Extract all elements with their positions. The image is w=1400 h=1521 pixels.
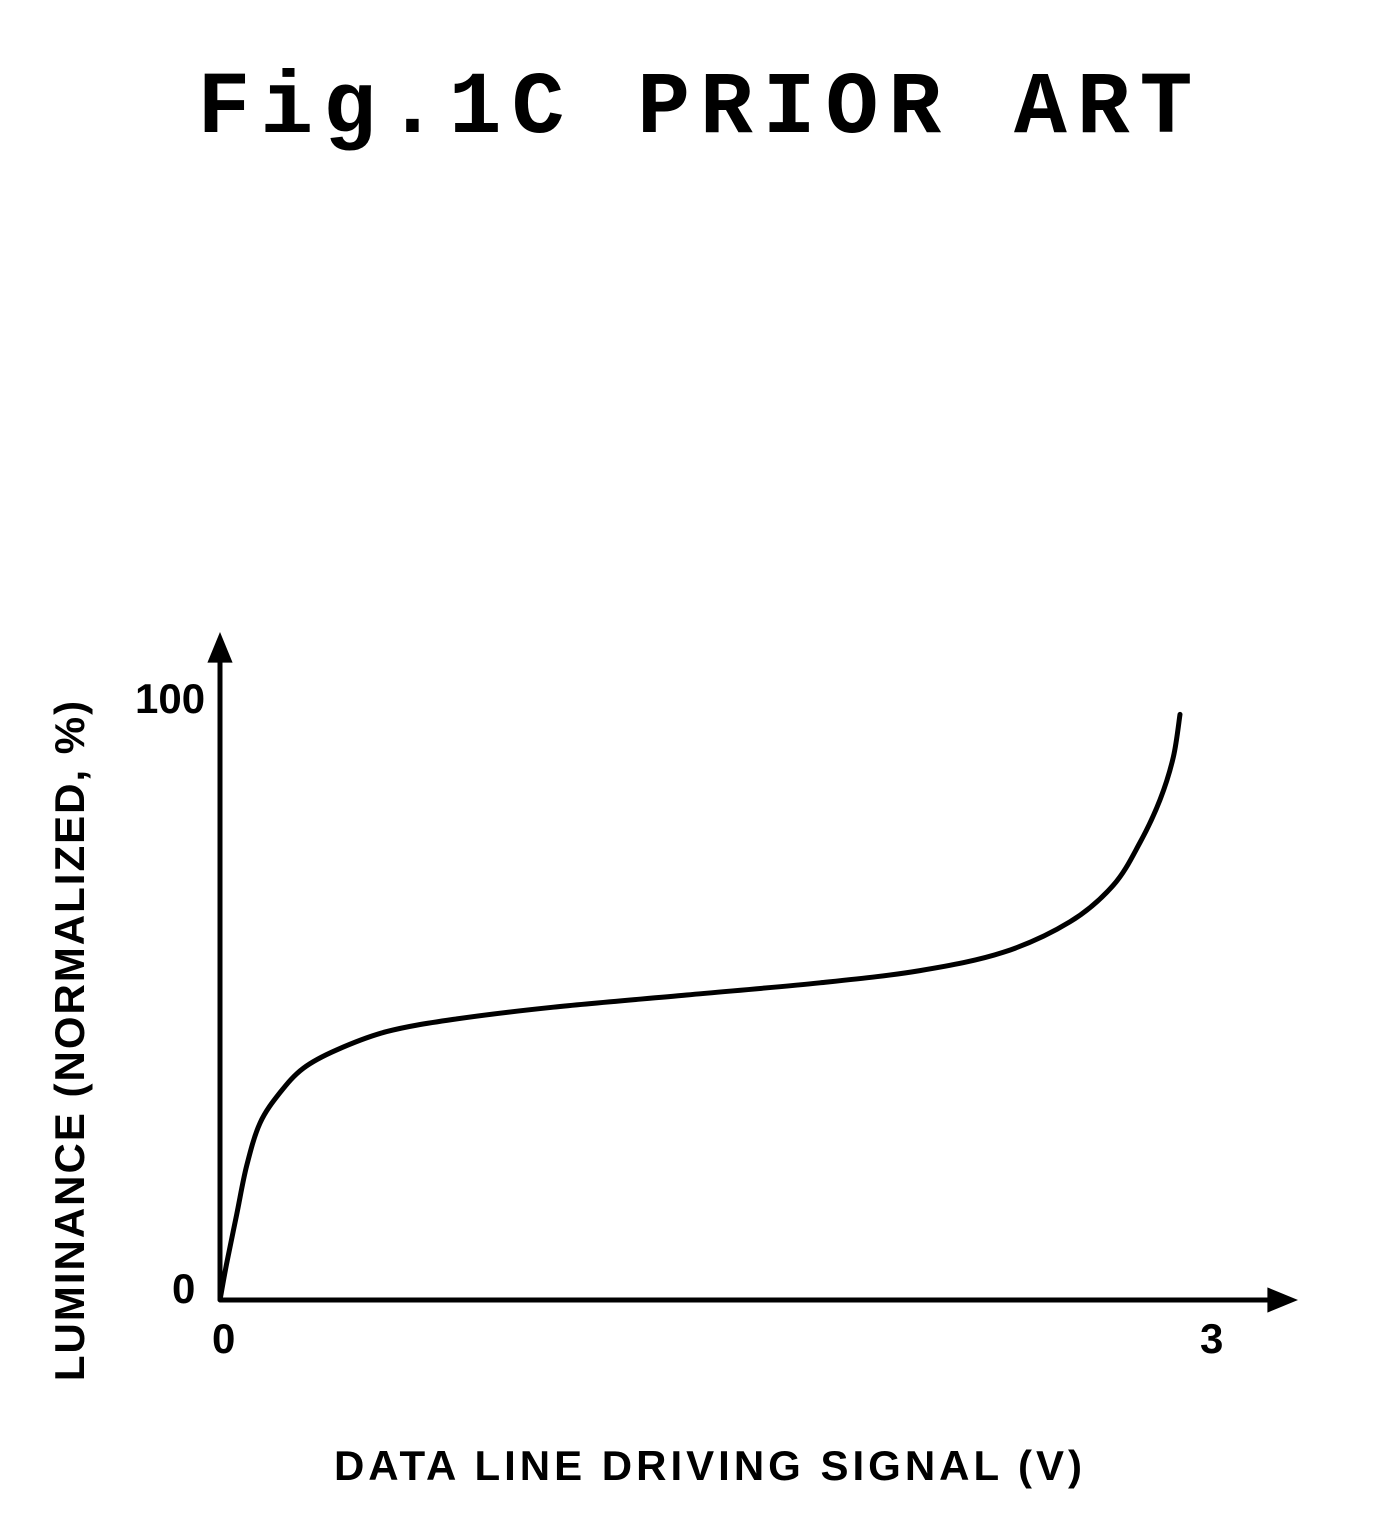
y-axis-label: LUMINANCE (NORMALIZED, %) <box>46 699 94 1381</box>
figure-title: Fig.1C PRIOR ART <box>0 60 1400 159</box>
x-axis-label: DATA LINE DRIVING SIGNAL (V) <box>334 1442 1086 1490</box>
page: Fig.1C PRIOR ART LUMINANCE (NORMALIZED, … <box>0 0 1400 1521</box>
chart-svg <box>120 680 1300 1400</box>
y-axis-arrow <box>207 632 232 663</box>
x-axis-arrow <box>1267 1287 1298 1312</box>
luminance-curve <box>220 714 1180 1300</box>
chart-area: LUMINANCE (NORMALIZED, %) 100 0 0 3 DATA… <box>120 680 1300 1400</box>
